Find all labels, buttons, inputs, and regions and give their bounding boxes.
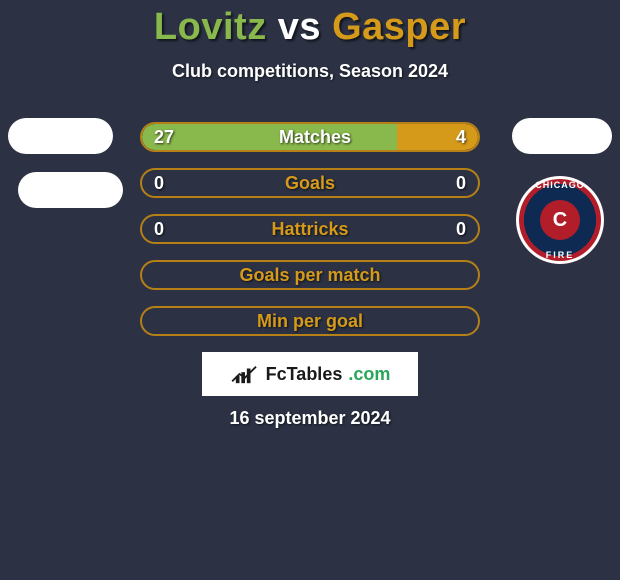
branding-name: FcTables bbox=[266, 364, 343, 385]
club-logo-top-text: CHICAGO bbox=[516, 180, 604, 190]
player1-avatar-placeholder-2 bbox=[18, 172, 123, 208]
page-title: Lovitz vs Gasper bbox=[0, 0, 620, 49]
club-logo-center: C bbox=[540, 200, 580, 240]
player1-avatar-placeholder bbox=[8, 118, 113, 154]
stat-label: Hattricks bbox=[176, 219, 444, 240]
stat-row-goals-per-match: Goals per match bbox=[140, 260, 480, 290]
branding-fctables: FcTables.com bbox=[202, 352, 418, 396]
player2-avatar-placeholder bbox=[512, 118, 612, 154]
player2-name: Gasper bbox=[332, 6, 466, 48]
stat-label: Min per goal bbox=[166, 311, 454, 332]
chart-icon bbox=[230, 363, 260, 385]
stat-value-left: 0 bbox=[142, 173, 176, 194]
club-logo-bottom-text: FIRE bbox=[516, 250, 604, 260]
stat-row-goals: 0Goals0 bbox=[140, 168, 480, 198]
stat-row-hattricks: 0Hattricks0 bbox=[140, 214, 480, 244]
date-label: 16 september 2024 bbox=[0, 408, 620, 429]
stat-value-left: 0 bbox=[142, 219, 176, 240]
stat-value-right: 0 bbox=[444, 173, 478, 194]
subtitle: Club competitions, Season 2024 bbox=[0, 61, 620, 82]
stat-row-min-per-goal: Min per goal bbox=[140, 306, 480, 336]
stat-label: Goals bbox=[176, 173, 444, 194]
stat-label: Matches bbox=[186, 127, 444, 148]
stat-label: Goals per match bbox=[166, 265, 454, 286]
player1-name: Lovitz bbox=[154, 6, 267, 48]
stat-row-matches: 27Matches4 bbox=[140, 122, 480, 152]
vs-label: vs bbox=[278, 6, 321, 48]
stat-value-left: 27 bbox=[142, 127, 186, 148]
branding-tld: .com bbox=[348, 364, 390, 385]
stats-container: 27Matches40Goals00Hattricks0Goals per ma… bbox=[140, 122, 480, 352]
stat-value-right: 0 bbox=[444, 219, 478, 240]
club-logo-chicago-fire: CHICAGO C FIRE bbox=[516, 176, 604, 264]
stat-value-right: 4 bbox=[444, 127, 478, 148]
